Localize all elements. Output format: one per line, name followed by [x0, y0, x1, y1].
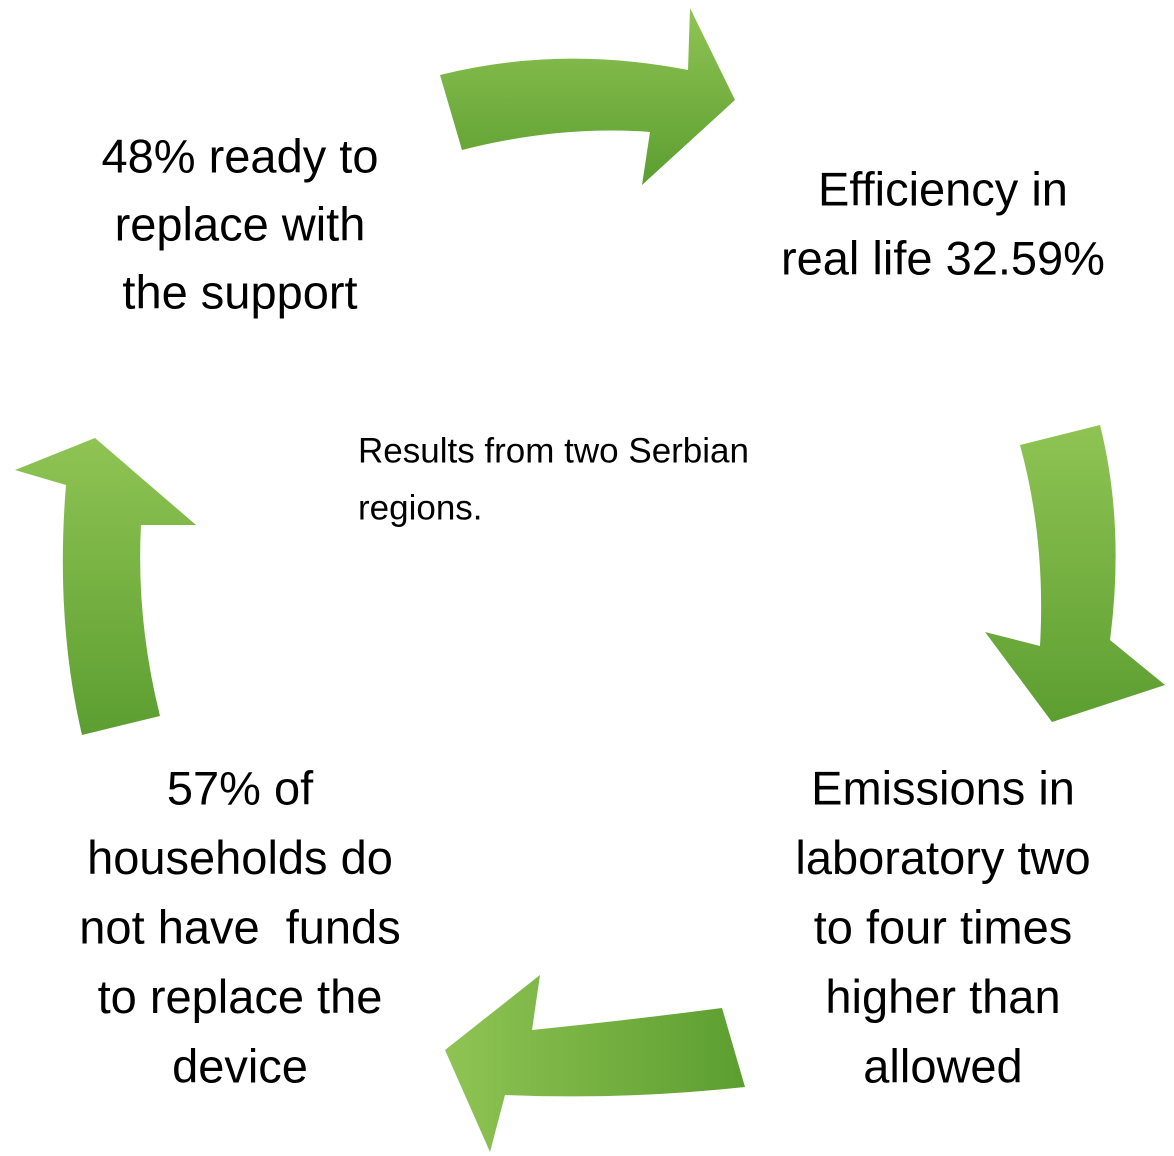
- node-label: laboratory two: [795, 831, 1090, 884]
- node-label: Emissions in: [811, 761, 1075, 814]
- node-label: the support: [122, 265, 357, 318]
- node-label: higher than: [825, 970, 1060, 1023]
- arrow-right: [985, 425, 1165, 722]
- center-note: Results from two Serbian: [358, 431, 749, 470]
- node-label: 48% ready to: [102, 129, 379, 182]
- node-label: to replace the: [98, 970, 383, 1023]
- labels: 48% ready to replace with the support Effic…: [79, 129, 1105, 1092]
- node-label: real life 32.59%: [781, 231, 1105, 284]
- node-label: 57% of: [167, 761, 314, 814]
- node-label: device: [172, 1039, 308, 1092]
- node-label: to four times: [814, 900, 1073, 953]
- node-label: not have funds: [79, 900, 400, 953]
- arrow-top: [440, 8, 735, 185]
- arrow-bottom: [445, 975, 745, 1152]
- node-label: replace with: [115, 197, 366, 250]
- node-label: households do: [87, 831, 393, 884]
- node-label: allowed: [863, 1039, 1022, 1092]
- arrow-left: [15, 438, 196, 735]
- node-label: Efficiency in: [818, 162, 1068, 215]
- center-note: regions.: [358, 488, 483, 527]
